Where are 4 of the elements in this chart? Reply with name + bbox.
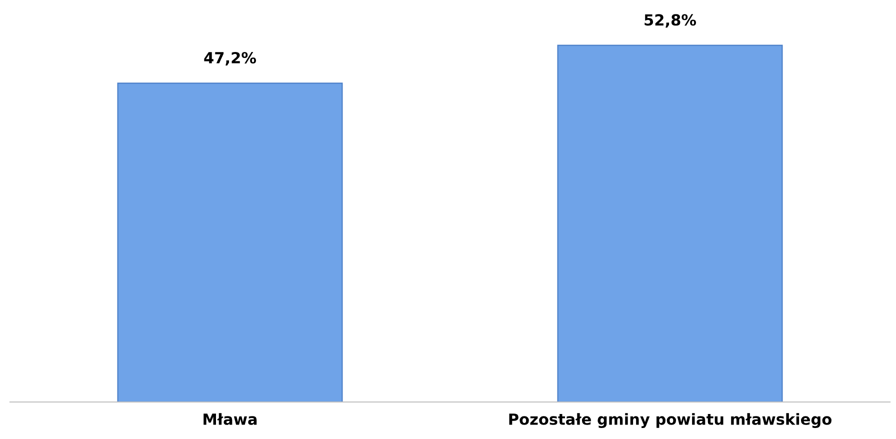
data-label: 47,2%	[204, 52, 256, 66]
x-tick-label: Mława	[204, 413, 257, 425]
x-tick-label: Pozostałe gminy powiatu mławskiego	[509, 413, 832, 428]
data-label: 52,8%	[644, 14, 696, 28]
